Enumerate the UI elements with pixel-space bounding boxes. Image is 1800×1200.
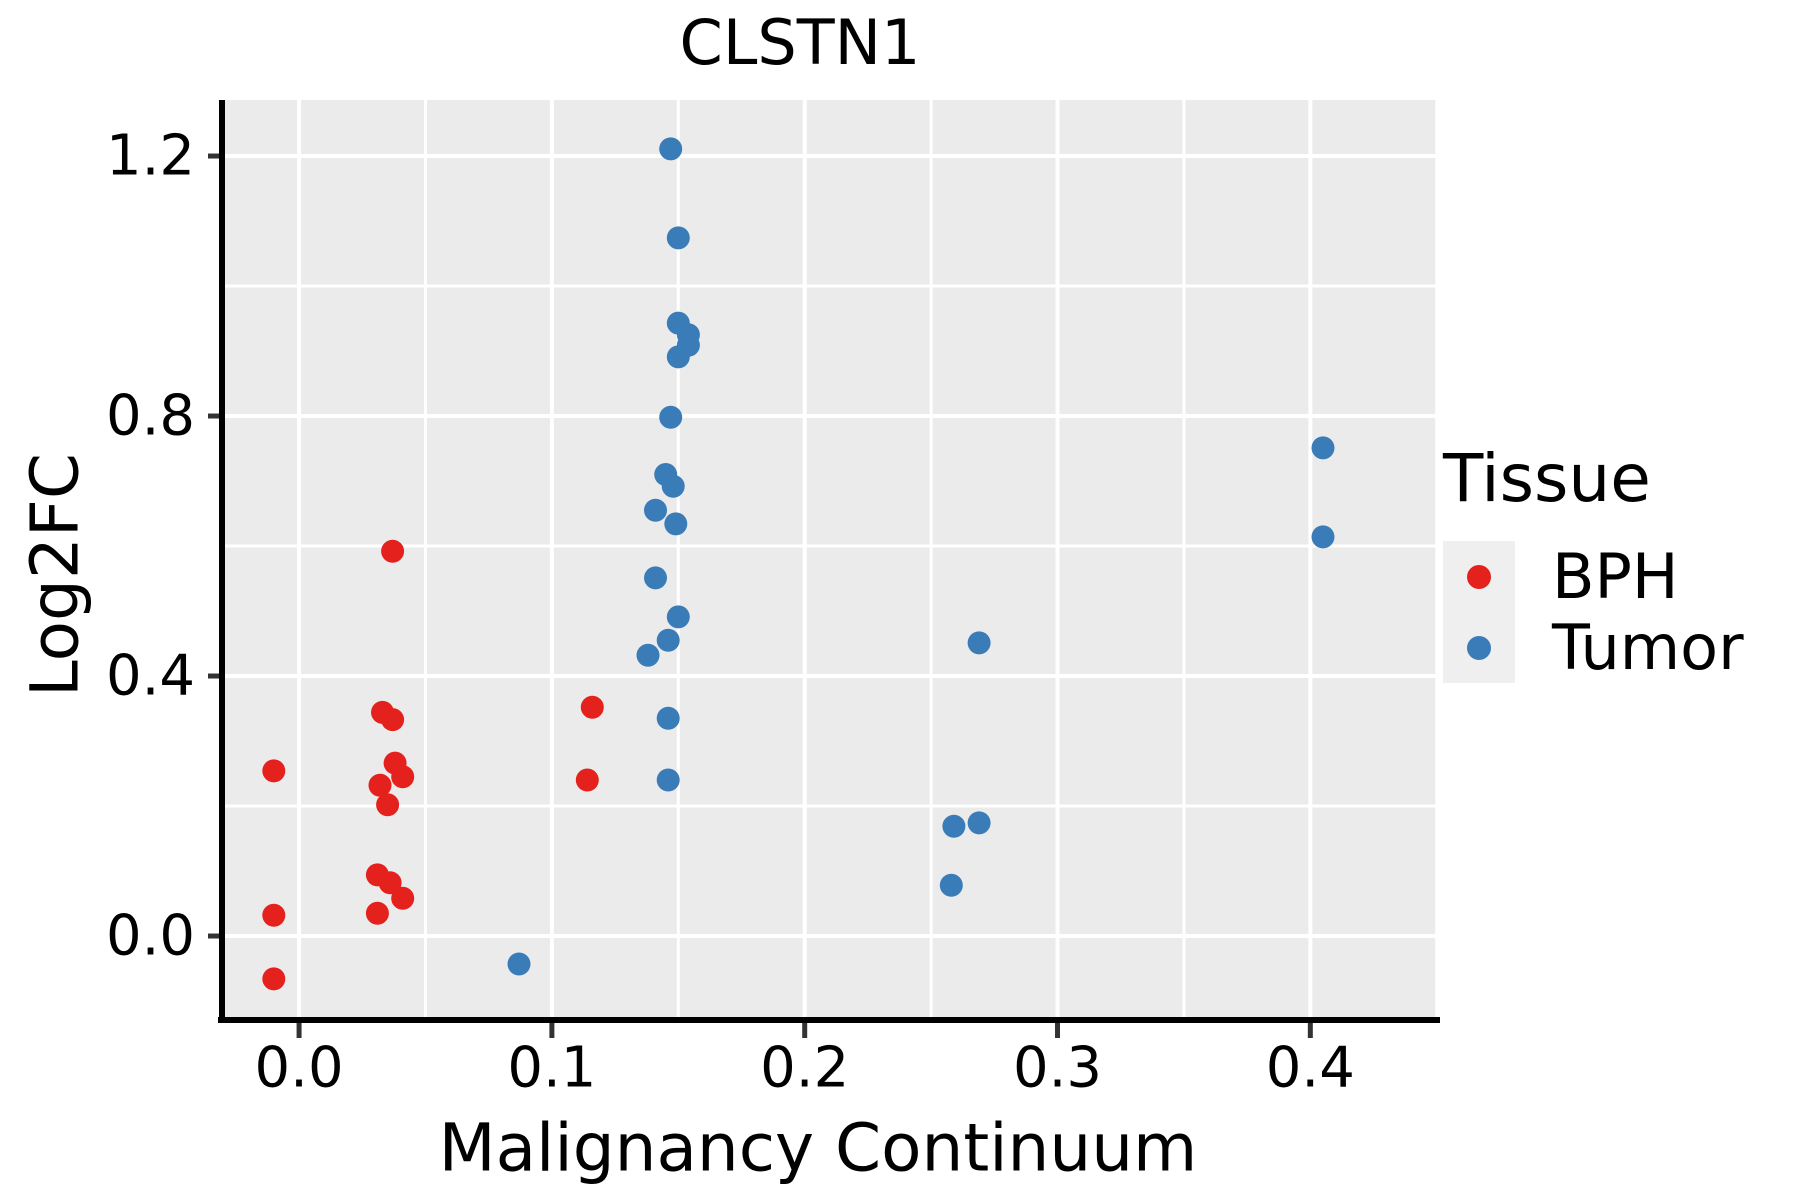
data-point-bph: [262, 759, 286, 783]
data-point-tumor: [1311, 525, 1335, 549]
data-point-tumor: [664, 512, 688, 536]
data-point-bph: [391, 765, 415, 789]
data-point-tumor: [644, 566, 667, 590]
data-point-bph: [381, 708, 405, 732]
data-point-bph: [378, 871, 402, 895]
y-tick-label: 0.0: [105, 903, 195, 969]
data-point-bph: [376, 793, 400, 817]
data-point-bph: [575, 768, 599, 792]
x-axis-title: Malignancy Continuum: [438, 1109, 1198, 1187]
legend-item-label: Tumor: [1552, 611, 1744, 684]
data-point-bph: [368, 773, 392, 797]
y-tick-label: 1.2: [105, 123, 195, 189]
legend-items: BPH Tumor: [1443, 540, 1744, 684]
data-point-tumor: [1311, 436, 1335, 460]
data-point-tumor: [942, 814, 966, 838]
data-point-tumor: [967, 631, 991, 655]
data-point-tumor: [644, 498, 667, 522]
data-point-tumor: [666, 345, 690, 369]
legend-swatch-dot: [1467, 564, 1491, 589]
data-point-bph: [262, 903, 286, 927]
data-point-tumor: [661, 474, 685, 498]
data-point-tumor: [659, 137, 683, 161]
legend-key: [1443, 612, 1515, 683]
legend-item-bph: BPH: [1443, 540, 1744, 613]
data-point-tumor: [967, 811, 991, 835]
legend-swatch-dot: [1467, 635, 1491, 660]
data-point-tumor: [659, 405, 683, 429]
data-point-bph: [391, 886, 415, 910]
data-point-bph: [365, 901, 389, 925]
data-point-tumor: [656, 628, 680, 652]
x-tick-label: 0.0: [254, 1035, 344, 1101]
legend: Tissue BPH Tumor: [1443, 440, 1744, 684]
data-point-bph: [580, 695, 604, 719]
legend-key: [1443, 541, 1515, 612]
y-tick-label: 0.8: [105, 383, 195, 449]
data-point-tumor: [656, 706, 680, 730]
x-tick-label: 0.1: [507, 1035, 597, 1101]
chart-title: CLSTN1: [679, 6, 921, 79]
x-tick-label: 0.2: [760, 1035, 850, 1101]
y-tick-label: 0.4: [105, 643, 195, 709]
panel-background: [225, 100, 1438, 1020]
x-tick-label: 0.4: [1265, 1035, 1355, 1101]
data-point-tumor: [656, 768, 680, 792]
data-point-tumor: [666, 226, 690, 250]
data-point-tumor: [939, 873, 963, 897]
legend-title: Tissue: [1443, 440, 1651, 517]
legend-item-tumor: Tumor: [1443, 611, 1744, 684]
data-point-tumor: [636, 643, 660, 667]
x-tick-label: 0.3: [1012, 1035, 1103, 1101]
data-point-tumor: [666, 605, 690, 629]
legend-item-label: BPH: [1552, 540, 1679, 613]
data-point-tumor: [507, 952, 531, 976]
data-point-bph: [262, 967, 286, 991]
data-point-bph: [381, 539, 405, 563]
